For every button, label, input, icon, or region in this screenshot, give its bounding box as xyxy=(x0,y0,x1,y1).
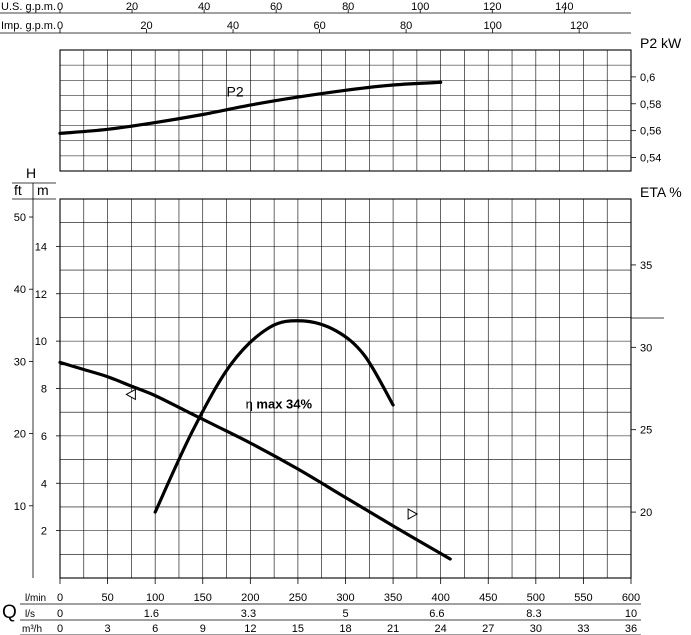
lmin-tick-label: 550 xyxy=(574,592,592,604)
lmin-tick-label: 50 xyxy=(101,592,113,604)
power-panel-frame xyxy=(59,49,632,172)
ft-tick-label: 20 xyxy=(14,429,26,441)
m3h-tick-label: 15 xyxy=(292,623,304,635)
ft-unit-label: ft xyxy=(14,182,22,198)
ls-tick-label: 1.6 xyxy=(144,608,159,620)
ft-tick-label: 10 xyxy=(14,501,26,513)
lmin-tick-label: 350 xyxy=(384,592,402,604)
ls-tick-label: 6.6 xyxy=(429,608,444,620)
head-panel: Hft m 2 4 6 8 10 12 14 10 20 30 40 50 ETA % 35 30 25 20 η m… xyxy=(12,165,682,579)
lmin-tick-label: 200 xyxy=(241,592,259,604)
imp-gpm-tick-label: 40 xyxy=(227,20,239,32)
imp-gpm-tick-label: 0 xyxy=(57,20,63,32)
m3h-tick-label: 18 xyxy=(339,623,351,635)
m-tick-label: 2 xyxy=(41,526,47,538)
us-gpm-tick-label: 40 xyxy=(198,1,210,13)
us-gpm-tick-label: 20 xyxy=(126,1,138,13)
lmin-tick-label: 400 xyxy=(431,592,449,604)
imp-gpm-tick-label: 100 xyxy=(483,20,501,32)
ls-tick-label: 10 xyxy=(625,608,637,620)
head-curve xyxy=(58,360,452,561)
m3h-tick-label: 27 xyxy=(482,623,494,635)
ls-label: l/s xyxy=(25,609,35,620)
m3h-label: m³/h xyxy=(22,624,42,635)
m3h-tick-label: 21 xyxy=(387,623,399,635)
m3h-tick-label: 3 xyxy=(105,623,111,635)
m-unit-label: m xyxy=(37,182,49,198)
ls-tick-label: 3.3 xyxy=(241,608,256,620)
m3h-tick-label: 9 xyxy=(200,623,206,635)
power-panel: P2 kW 0,6 0,58 0,56 0,54 P2 xyxy=(58,35,682,172)
lmin-label: l/min xyxy=(25,593,46,604)
eta-tick-label: 35 xyxy=(640,260,652,272)
power-panel-grid xyxy=(60,50,631,171)
us-gpm-tick-label: 140 xyxy=(555,1,573,13)
eta-tick-label: 20 xyxy=(640,507,652,519)
lmin-tick-label: 100 xyxy=(146,592,164,604)
p2-axis-title: P2 kW xyxy=(640,35,682,51)
eta-tick-label: 25 xyxy=(640,425,652,437)
us-gpm-tick-label: 0 xyxy=(57,1,63,13)
lmin-tick-label: 250 xyxy=(289,592,307,604)
flow-scales: U.S. g.p.m. Imp. g.p.m.0 20 40 60 80 100 120 140… xyxy=(0,1,631,34)
h-axis-title: H xyxy=(26,165,36,181)
q-label: Q xyxy=(2,602,17,623)
us-gpm-tick-label: 100 xyxy=(411,1,429,13)
p2-tick-label: 0,58 xyxy=(640,99,661,111)
m-tick-label: 10 xyxy=(35,336,47,348)
m3h-tick-label: 12 xyxy=(244,623,256,635)
ft-tick-label: 30 xyxy=(14,356,26,368)
eta-axis-title: ETA % xyxy=(640,184,682,200)
p2-curve-label: P2 xyxy=(227,84,244,100)
eta-max-value: max 34% xyxy=(256,396,312,411)
p2-tick-label: 0,56 xyxy=(640,126,661,138)
p2-curve xyxy=(58,80,443,135)
p2-tick-label: 0,54 xyxy=(640,153,661,165)
m-tick-label: 4 xyxy=(41,478,47,490)
p2-tick-label: 0,6 xyxy=(640,72,655,84)
us-gpm-tick-label: 120 xyxy=(483,1,501,13)
m-tick-label: 6 xyxy=(41,431,47,443)
ft-tick-label: 40 xyxy=(14,284,26,296)
imp-gpm-tick-label: 20 xyxy=(140,20,152,32)
lmin-tick-label: 0 xyxy=(57,592,63,604)
m3h-tick-label: 0 xyxy=(57,623,63,635)
m3h-tick-label: 33 xyxy=(577,623,589,635)
eta-tick-label: 30 xyxy=(640,342,652,354)
eta-annotation: η max 34% xyxy=(246,396,313,411)
ls-tick-label: 8.3 xyxy=(526,608,541,620)
lmin-tick-label: 450 xyxy=(479,592,497,604)
us-gpm-tick-label: 80 xyxy=(342,1,354,13)
m-tick-label: 14 xyxy=(35,241,47,253)
imp-gpm-label: Imp. g.p.m. xyxy=(1,20,56,32)
lmin-tick-label: 600 xyxy=(622,592,640,604)
m3h-tick-label: 6 xyxy=(152,623,158,635)
us-gpm-tick-label: 60 xyxy=(270,1,282,13)
lmin-tick-label: 500 xyxy=(527,592,545,604)
lmin-tick-label: 150 xyxy=(194,592,212,604)
m3h-tick-label: 24 xyxy=(435,623,447,635)
m-tick-label: 12 xyxy=(35,289,47,301)
ls-tick-label: 0 xyxy=(57,608,63,620)
m3h-tick-label: 36 xyxy=(625,623,637,635)
ls-tick-label: 5 xyxy=(342,608,348,620)
operating-range-marker-right xyxy=(407,508,419,520)
ft-tick-label: 50 xyxy=(14,212,26,224)
eta-curve xyxy=(153,319,395,514)
operating-range-marker-left xyxy=(125,388,136,401)
imp-gpm-tick-label: 60 xyxy=(313,20,325,32)
m-tick-label: 8 xyxy=(41,384,47,396)
head-panel-grid xyxy=(60,199,631,578)
m3h-tick-label: 30 xyxy=(530,623,542,635)
lmin-tick-label: 300 xyxy=(336,592,354,604)
us-gpm-label: U.S. g.p.m. xyxy=(1,1,56,13)
imp-gpm-tick-label: 80 xyxy=(400,20,412,32)
imp-gpm-tick-label: 120 xyxy=(570,20,588,32)
eta-symbol: η xyxy=(246,396,257,411)
